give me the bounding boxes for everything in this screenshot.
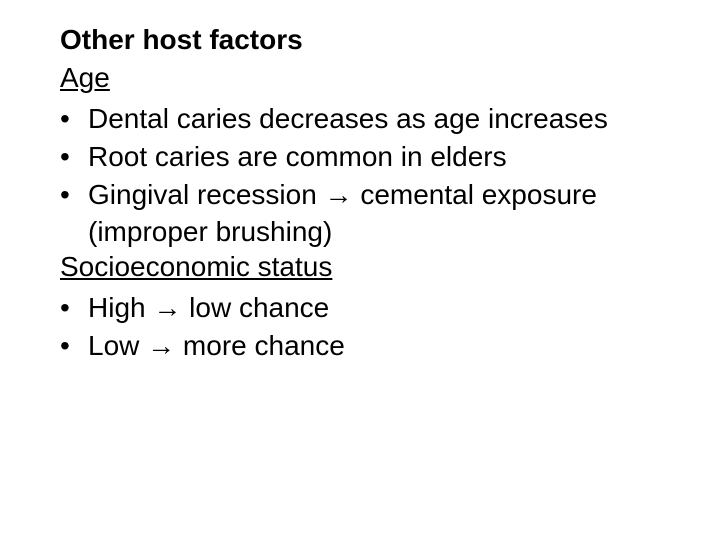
bullet-icon: • [60,138,88,176]
slide-title: Other host factors [60,24,660,56]
bullet-text: Gingival recession → cemental exposure (… [88,176,660,252]
list-item: • Gingival recession → cemental exposure… [60,176,660,252]
bullet-text: High → low chance [88,289,660,327]
slide: Other host factors Age • Dental caries d… [60,24,660,365]
list-item: • High → low chance [60,289,660,327]
list-item: • Dental caries decreases as age increas… [60,100,660,138]
bullet-text: Root caries are common in elders [88,138,660,176]
bullet-icon: • [60,100,88,138]
bullet-icon: • [60,327,88,365]
bullet-icon: • [60,289,88,327]
section-heading-age: Age [60,62,660,94]
bullet-text: Dental caries decreases as age increases [88,100,660,138]
list-item: • Low → more chance [60,327,660,365]
section-heading-socioeconomic: Socioeconomic status [60,251,660,283]
bullet-icon: • [60,176,88,252]
list-item: • Root caries are common in elders [60,138,660,176]
bullet-text: Low → more chance [88,327,660,365]
